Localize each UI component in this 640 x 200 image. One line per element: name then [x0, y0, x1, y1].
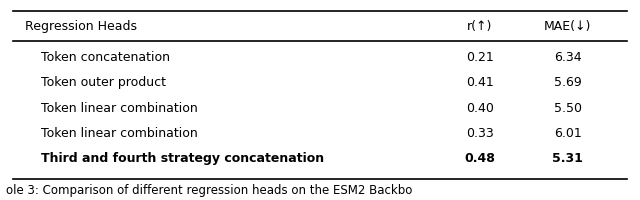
Text: 0.48: 0.48 — [465, 152, 495, 165]
Text: Regression Heads: Regression Heads — [25, 20, 137, 33]
Text: Token linear combination: Token linear combination — [41, 127, 198, 140]
Text: Token linear combination: Token linear combination — [41, 102, 198, 115]
Text: MAE(↓): MAE(↓) — [544, 20, 591, 33]
Text: 6.01: 6.01 — [554, 127, 582, 140]
Text: 0.41: 0.41 — [466, 76, 494, 89]
Text: ole 3: Comparison of different regression heads on the ESM2 Backbo: ole 3: Comparison of different regressio… — [6, 184, 413, 197]
Text: 0.33: 0.33 — [466, 127, 494, 140]
Text: 5.69: 5.69 — [554, 76, 582, 89]
Text: 0.21: 0.21 — [466, 51, 494, 64]
Text: 5.31: 5.31 — [552, 152, 583, 165]
Text: r(↑): r(↑) — [467, 20, 493, 33]
Text: 6.34: 6.34 — [554, 51, 582, 64]
Text: Token concatenation: Token concatenation — [41, 51, 170, 64]
Text: 5.50: 5.50 — [554, 102, 582, 115]
Text: Token outer product: Token outer product — [41, 76, 166, 89]
Text: Third and fourth strategy concatenation: Third and fourth strategy concatenation — [41, 152, 324, 165]
Text: 0.40: 0.40 — [466, 102, 494, 115]
